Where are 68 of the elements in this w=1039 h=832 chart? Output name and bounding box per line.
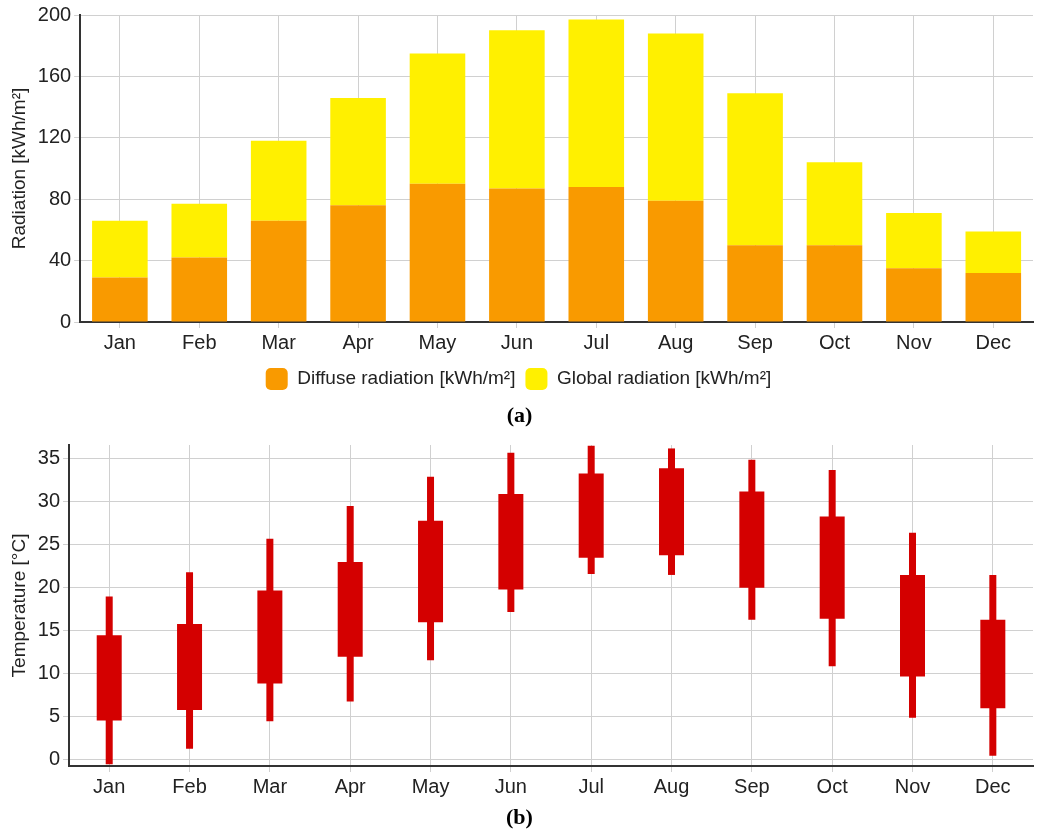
bar — [409, 183, 466, 322]
bar — [171, 203, 228, 258]
y-tick-label: 80 — [48, 186, 72, 209]
x-tick-label: Mar — [252, 774, 288, 797]
bar — [250, 220, 307, 322]
y-tick-label: 20 — [37, 575, 61, 598]
text: (a) — [505, 401, 534, 429]
x-tick-label: Jan — [103, 330, 136, 353]
bar — [806, 245, 863, 322]
bar — [647, 200, 704, 322]
bar — [330, 205, 386, 322]
x-tick-label: May — [418, 330, 457, 353]
legend-label: Diffuse radiation [kWh/m²] — [297, 367, 516, 389]
bar — [489, 30, 545, 189]
y-tick-label: 40 — [48, 248, 72, 271]
bar — [92, 220, 148, 278]
bar — [330, 97, 386, 206]
x-tick-label: Nov — [894, 774, 931, 797]
y-tick-label: 160 — [37, 63, 72, 86]
bar — [489, 188, 545, 322]
x-tick-label: Dec — [975, 330, 1012, 353]
x-tick-label: Jun — [494, 774, 527, 797]
bar — [965, 272, 1022, 322]
y-tick-label: 35 — [37, 446, 61, 469]
x-tick-label: Apr — [342, 330, 374, 353]
bar — [727, 245, 783, 322]
legend-label: Global radiation [kWh/m²] — [556, 367, 772, 389]
y-tick-label: 0 — [60, 309, 72, 332]
y-axis-title: Radiation [kWh/m²] — [7, 87, 29, 250]
bar — [727, 93, 783, 246]
bar — [886, 213, 942, 269]
bar — [92, 277, 148, 322]
text: (b) — [505, 803, 534, 831]
x-tick-label: Feb — [172, 774, 207, 797]
y-tick-label: 0 — [48, 747, 61, 770]
y-tick-label: 200 — [37, 2, 72, 25]
x-tick-label: Aug — [653, 774, 690, 797]
x-tick-label: Dec — [975, 774, 1011, 797]
bar — [409, 53, 466, 184]
bar — [250, 140, 307, 221]
y-tick-label: 25 — [37, 532, 61, 555]
y-tick-label: 5 — [48, 704, 61, 727]
x-tick-label: Jul — [578, 774, 604, 797]
x-tick-label: Apr — [334, 774, 367, 797]
bar — [886, 268, 942, 322]
y-tick-label: 15 — [37, 618, 61, 641]
x-tick-label: Mar — [261, 330, 297, 353]
bar — [171, 257, 228, 322]
bar — [568, 186, 625, 322]
x-tick-label: Oct — [818, 330, 851, 353]
x-tick-label: Sep — [734, 774, 770, 797]
bar — [647, 33, 704, 201]
x-tick-label: Oct — [816, 774, 849, 797]
x-tick-label: Jun — [500, 330, 534, 353]
bar — [965, 231, 1022, 273]
bar — [806, 162, 863, 246]
y-tick-label: 30 — [37, 489, 61, 512]
y-axis-title: Temperature [°C] — [7, 533, 29, 678]
x-tick-label: May — [411, 774, 450, 797]
x-tick-label: Jul — [583, 330, 610, 353]
x-tick-label: Sep — [737, 330, 773, 353]
bar — [568, 19, 625, 187]
x-tick-label: Feb — [182, 330, 217, 353]
x-tick-label: Aug — [657, 330, 694, 353]
x-tick-label: Nov — [896, 330, 932, 353]
y-tick-label: 10 — [37, 661, 61, 684]
x-tick-label: Jan — [93, 774, 126, 797]
y-tick-label: 120 — [37, 125, 72, 148]
